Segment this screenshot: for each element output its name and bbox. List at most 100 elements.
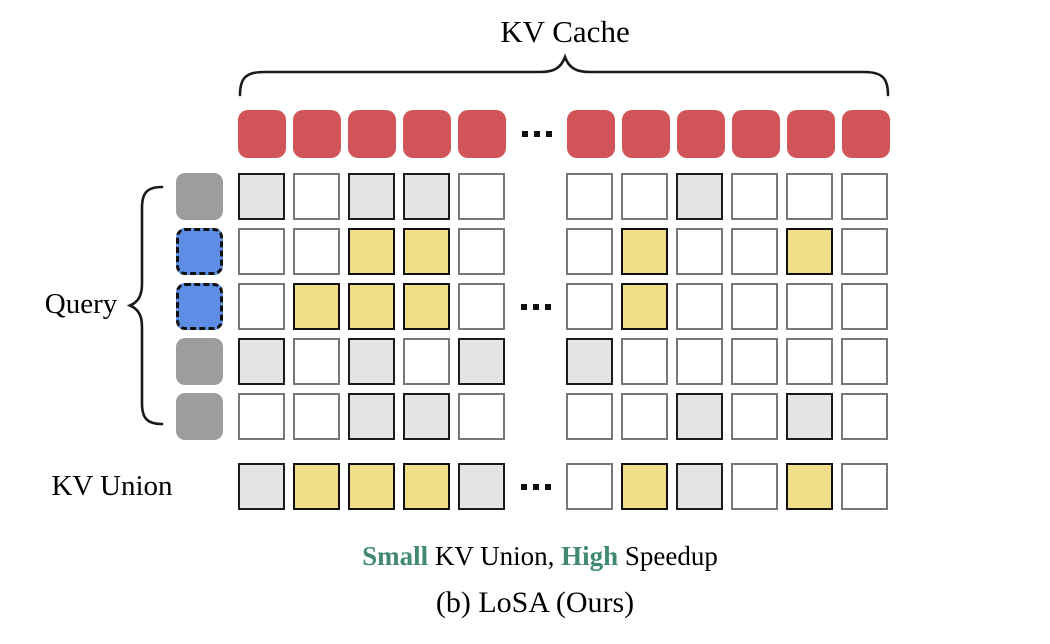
kv-cache-label: KV Cache xyxy=(500,14,630,49)
attention-cells-right xyxy=(566,173,888,220)
grid-cell-white xyxy=(676,338,723,385)
grid-cell-white xyxy=(731,283,778,330)
grid-cell-yellow xyxy=(403,463,450,510)
ellipsis-dot xyxy=(520,483,527,490)
query-token-gray xyxy=(176,393,223,440)
attention-cells-right xyxy=(566,283,888,330)
kv-cache-token xyxy=(458,110,506,158)
kv-union-row xyxy=(238,463,888,510)
grid-cell-white xyxy=(621,338,668,385)
grid-cell-white xyxy=(786,338,833,385)
grid-cell-white xyxy=(731,393,778,440)
kv-cache-token xyxy=(677,110,725,158)
attention-row xyxy=(176,338,888,385)
grid-cell-white xyxy=(238,283,285,330)
query-token-blue xyxy=(176,283,223,330)
caption-high-highlight: High xyxy=(561,541,619,571)
grid-gap xyxy=(505,393,566,440)
kv-cache-token xyxy=(787,110,835,158)
ellipsis-dot xyxy=(533,131,540,137)
grid-cell-white xyxy=(841,173,888,220)
grid-cell-white xyxy=(403,338,450,385)
grid-cell-white xyxy=(566,463,613,510)
grid-cell-white xyxy=(566,283,613,330)
grid-cell-gray xyxy=(676,393,723,440)
grid-cell-gray xyxy=(458,463,505,510)
grid-cell-white xyxy=(458,283,505,330)
ellipsis-icon xyxy=(505,463,566,510)
figure-caption: (b) LoSA (Ours) xyxy=(435,586,635,619)
attention-cells-right xyxy=(566,338,888,385)
grid-cell-gray xyxy=(786,393,833,440)
grid-cell-white xyxy=(676,228,723,275)
grid-cell-yellow xyxy=(348,283,395,330)
grid-cell-gray xyxy=(566,338,613,385)
grid-cell-white xyxy=(458,393,505,440)
grid-cell-white xyxy=(566,393,613,440)
attention-row xyxy=(176,283,888,330)
grid-cell-gray xyxy=(348,393,395,440)
grid-cell-white xyxy=(841,338,888,385)
grid-gap xyxy=(505,338,566,385)
attention-cells-left xyxy=(238,283,505,330)
ellipsis-dot xyxy=(545,131,552,137)
ellipsis-dot xyxy=(521,131,528,137)
kv-cache-row xyxy=(238,110,890,158)
attention-cells-left xyxy=(238,228,505,275)
grid-cell-gray xyxy=(403,173,450,220)
grid-cell-white xyxy=(621,173,668,220)
attention-row xyxy=(176,393,888,440)
grid-cell-white xyxy=(731,173,778,220)
grid-cell-white xyxy=(786,173,833,220)
kv-cache-token xyxy=(403,110,451,158)
grid-cell-white xyxy=(731,463,778,510)
grid-cell-white xyxy=(238,228,285,275)
grid-cell-white xyxy=(676,283,723,330)
ellipsis-dot xyxy=(544,303,551,310)
attention-row xyxy=(176,228,888,275)
ellipsis-icon xyxy=(506,110,567,158)
grid-cell-white xyxy=(841,228,888,275)
ellipsis-dot xyxy=(520,303,527,310)
kv-cache-token xyxy=(567,110,615,158)
grid-cell-gray xyxy=(348,173,395,220)
grid-cell-white xyxy=(731,228,778,275)
grid-cell-white xyxy=(731,338,778,385)
grid-cell-gray xyxy=(676,173,723,220)
grid-cell-gray xyxy=(458,338,505,385)
grid-cell-yellow xyxy=(621,228,668,275)
grid-cell-white xyxy=(293,338,340,385)
grid-cell-white xyxy=(458,228,505,275)
kv-cache-brace xyxy=(238,53,890,97)
query-label: Query xyxy=(44,288,118,320)
grid-cell-gray xyxy=(348,338,395,385)
query-token-gray xyxy=(176,173,223,220)
grid-cell-gray xyxy=(238,463,285,510)
grid-cell-yellow xyxy=(348,463,395,510)
kv-union-label: KV Union xyxy=(51,470,173,502)
ellipsis-dot xyxy=(544,483,551,490)
grid-cell-white xyxy=(293,393,340,440)
grid-cell-yellow xyxy=(348,228,395,275)
grid-cell-yellow xyxy=(293,283,340,330)
kv-cache-token xyxy=(238,110,286,158)
grid-cell-yellow xyxy=(293,463,340,510)
grid-cell-gray xyxy=(676,463,723,510)
grid-cell-white xyxy=(458,173,505,220)
grid-cell-white xyxy=(841,283,888,330)
kv-union-cells-left xyxy=(238,463,505,510)
grid-cell-white xyxy=(621,393,668,440)
grid-cell-gray xyxy=(238,173,285,220)
grid-cell-white xyxy=(293,173,340,220)
query-brace xyxy=(126,185,164,426)
ellipsis-dot xyxy=(532,483,539,490)
grid-cell-white xyxy=(566,173,613,220)
grid-cell-yellow xyxy=(786,228,833,275)
grid-cell-yellow xyxy=(621,463,668,510)
caption-end-text: Speedup xyxy=(618,541,718,571)
kv-union-cells-right xyxy=(566,463,888,510)
query-token-gray xyxy=(176,338,223,385)
attention-cells-left xyxy=(238,393,505,440)
caption-small-highlight: Small xyxy=(362,541,429,571)
kv-cache-token xyxy=(348,110,396,158)
